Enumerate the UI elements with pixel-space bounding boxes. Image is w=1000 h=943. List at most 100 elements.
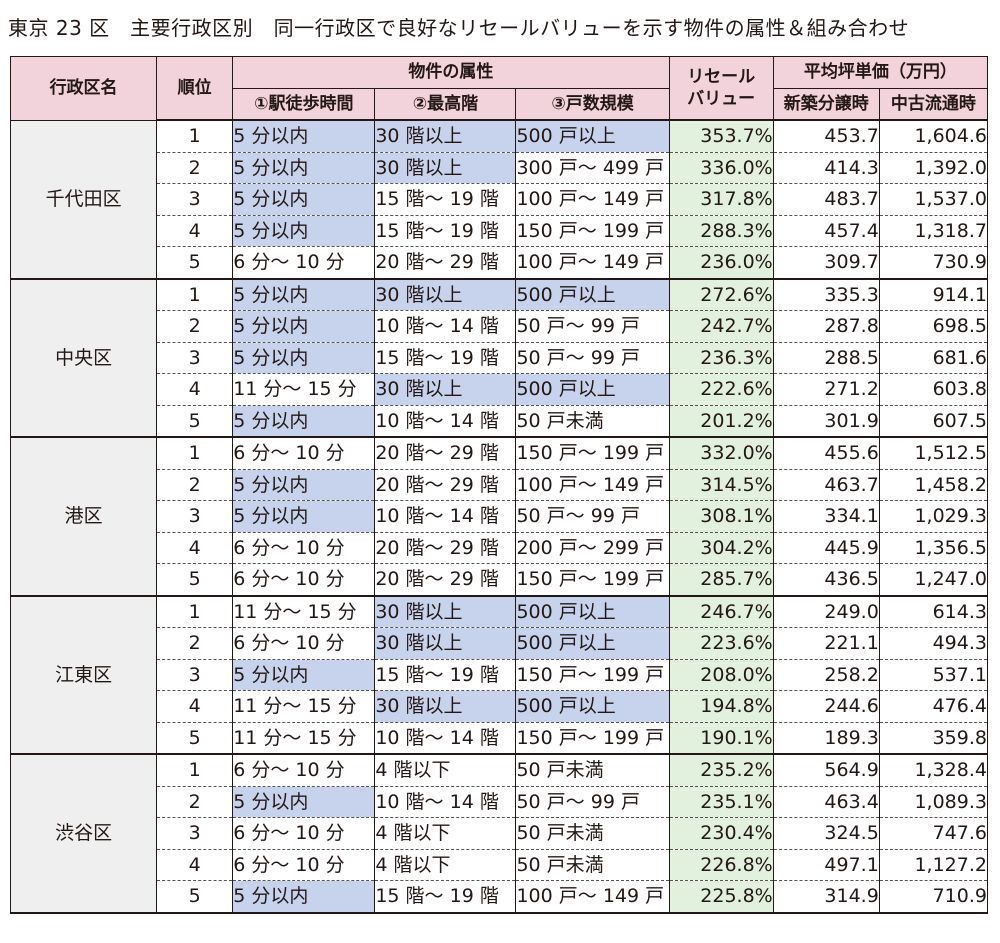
header-floor: ②最高階 [374, 87, 517, 121]
new-price-cell: 463.4 [772, 785, 880, 818]
max-floor-cell: 30 階以上 [374, 627, 517, 660]
max-floor-cell: 30 階以上 [374, 690, 517, 723]
walk-time-cell: 5 分以内 [232, 151, 376, 184]
new-price-cell: 455.6 [772, 436, 880, 470]
max-floor-cell: 10 階～ 14 階 [374, 310, 517, 343]
rank-cell: 2 [156, 627, 234, 660]
max-floor-cell: 15 階～ 19 階 [374, 658, 517, 691]
unit-count-cell: 50 戸未満 [515, 848, 670, 881]
header-resale: リセール バリュー [668, 56, 774, 121]
new-price-cell: 335.3 [772, 277, 880, 311]
rank-cell: 2 [156, 151, 234, 184]
max-floor-cell: 10 階～ 14 階 [374, 785, 517, 818]
new-price-cell: 483.7 [772, 183, 880, 216]
rank-cell: 5 [156, 246, 234, 280]
resale-value-cell: 223.6% [668, 627, 774, 660]
used-price-cell: 730.9 [878, 246, 989, 280]
walk-time-cell: 6 分～ 10 分 [232, 627, 376, 660]
resale-value-cell: 285.7% [668, 563, 774, 597]
unit-count-cell: 150 戸～ 199 戸 [515, 658, 670, 691]
walk-time-cell: 6 分～ 10 分 [232, 753, 376, 787]
unit-count-cell: 50 戸未満 [515, 753, 670, 787]
max-floor-cell: 10 階～ 14 階 [374, 500, 517, 533]
max-floor-cell: 30 階以上 [374, 151, 517, 184]
walk-time-cell: 5 分以内 [232, 341, 376, 374]
resale-value-cell: 336.0% [668, 151, 774, 184]
resale-value-cell: 308.1% [668, 500, 774, 533]
walk-time-cell: 6 分～ 10 分 [232, 436, 376, 470]
rank-cell: 5 [156, 880, 234, 914]
max-floor-cell: 30 階以上 [374, 277, 517, 311]
max-floor-cell: 15 階～ 19 階 [374, 214, 517, 247]
rank-cell: 4 [156, 690, 234, 723]
walk-time-cell: 5 分以内 [232, 277, 376, 311]
new-price-cell: 453.7 [772, 119, 880, 153]
new-price-cell: 249.0 [772, 594, 880, 628]
walk-time-cell: 5 分以内 [232, 468, 376, 501]
walk-time-cell: 5 分以内 [232, 183, 376, 216]
new-price-cell: 258.2 [772, 658, 880, 691]
walk-time-cell: 5 分以内 [232, 119, 376, 153]
resale-value-cell: 222.6% [668, 373, 774, 406]
unit-count-cell: 500 戸以上 [515, 690, 670, 723]
page-title: 東京 23 区 主要行政区別 同一行政区で良好なリセールバリューを示す物件の属性… [8, 16, 910, 40]
walk-time-cell: 6 分～ 10 分 [232, 563, 376, 597]
walk-time-cell: 5 分以内 [232, 310, 376, 343]
used-price-cell: 1,604.6 [878, 119, 989, 153]
max-floor-cell: 20 階～ 29 階 [374, 468, 517, 501]
walk-time-cell: 5 分以内 [232, 214, 376, 247]
table-row: 千代田区 1 5 分以内 30 階以上 500 戸以上 353.7% 453.7 1,604.… [9, 119, 989, 280]
new-price-cell: 445.9 [772, 531, 880, 564]
max-floor-cell: 4 階以下 [374, 848, 517, 881]
rank-cell: 2 [156, 310, 234, 343]
unit-count-cell: 300 戸～ 499 戸 [515, 151, 670, 184]
new-price-cell: 314.9 [772, 880, 880, 914]
used-price-cell: 476.4 [878, 690, 989, 723]
rank-cell: 3 [156, 817, 234, 850]
ward-name: 中央区 [9, 278, 158, 438]
max-floor-cell: 4 階以下 [374, 817, 517, 850]
unit-count-cell: 50 戸～ 99 戸 [515, 785, 670, 818]
used-price-cell: 1,029.3 [878, 500, 989, 533]
max-floor-cell: 15 階～ 19 階 [374, 183, 517, 216]
rank-cell: 5 [156, 721, 234, 755]
used-price-cell: 359.8 [878, 721, 989, 755]
used-price-cell: 1,318.7 [878, 214, 989, 247]
used-price-cell: 607.5 [878, 404, 989, 438]
new-price-cell: 414.3 [772, 151, 880, 184]
new-price-cell: 324.5 [772, 817, 880, 850]
resale-value-cell: 246.7% [668, 594, 774, 628]
used-price-cell: 747.6 [878, 817, 989, 850]
used-price-cell: 1,458.2 [878, 468, 989, 501]
new-price-cell: 497.1 [772, 848, 880, 881]
walk-time-cell: 11 分～ 15 分 [232, 373, 376, 406]
resale-value-cell: 201.2% [668, 404, 774, 438]
used-price-cell: 1,328.4 [878, 753, 989, 787]
rank-cell: 5 [156, 563, 234, 597]
unit-count-cell: 50 戸～ 99 戸 [515, 310, 670, 343]
max-floor-cell: 20 階～ 29 階 [374, 436, 517, 470]
new-price-cell: 221.1 [772, 627, 880, 660]
max-floor-cell: 15 階～ 19 階 [374, 341, 517, 374]
walk-time-cell: 11 分～ 15 分 [232, 721, 376, 755]
rank-cell: 2 [156, 468, 234, 501]
walk-time-cell: 6 分～ 10 分 [232, 817, 376, 850]
resale-value-cell: 226.8% [668, 848, 774, 881]
max-floor-cell: 10 階～ 14 階 [374, 721, 517, 755]
new-price-cell: 301.9 [772, 404, 880, 438]
new-price-cell: 564.9 [772, 753, 880, 787]
table-row: 4 11 分～ 15 分 30 階以上 500 戸以上 222.6% 271.2 603.8 [11, 373, 989, 406]
new-price-cell: 244.6 [772, 690, 880, 723]
unit-count-cell: 100 戸～ 149 戸 [515, 468, 670, 501]
rank-cell: 4 [156, 531, 234, 564]
rank-cell: 3 [156, 341, 234, 374]
